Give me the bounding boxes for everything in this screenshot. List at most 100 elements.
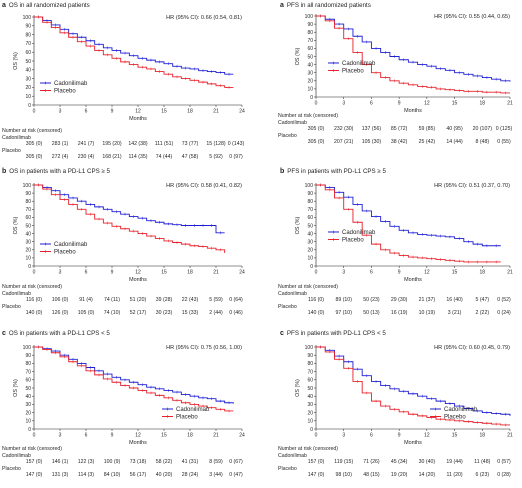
panel-title: b PFS in patients with PD-L1 CPS ≥ 5 xyxy=(280,168,386,175)
risk-row-label: Placebo xyxy=(2,148,21,154)
panel-os-cps-ge5: b OS in patients with a PD-L1 CPS ≥ 5 0 10… xyxy=(0,166,260,326)
km-curve-cadonilimab xyxy=(34,346,234,404)
risk-cell: 0 (52) xyxy=(497,297,511,303)
y-tick-label: 70 xyxy=(307,369,313,375)
risk-cell: 40 (20) xyxy=(155,472,173,478)
risk-cell: 30 (40) xyxy=(418,459,436,465)
x-tick-label: 15 xyxy=(161,270,167,276)
risk-table-header: Number at risk (censored) xyxy=(278,446,338,452)
risk-cell: 0 (64) xyxy=(229,297,243,303)
y-tick-label: 100 xyxy=(305,183,314,189)
y-tick-label: 20 xyxy=(307,248,313,254)
risk-cell: 21 (37) xyxy=(418,297,436,303)
y-tick-label: 0 xyxy=(28,264,31,270)
y-tick-label: 20 xyxy=(25,410,31,416)
y-tick-label: 10 xyxy=(25,419,31,425)
panel-letter: b xyxy=(2,168,7,175)
x-tick-label: 21 xyxy=(507,101,513,107)
risk-cell: 0 (55) xyxy=(497,139,511,145)
legend-label: Placebo xyxy=(176,415,198,421)
risk-cell: 0 (28) xyxy=(497,472,511,478)
x-tick-label: 6 xyxy=(85,433,88,439)
x-axis-label: Months xyxy=(129,116,147,122)
x-tick-label: 12 xyxy=(424,270,430,276)
panel-title-text: OS in patients with a PD-L1 CPS < 5 xyxy=(8,330,110,337)
x-tick-label: 18 xyxy=(480,101,486,107)
panel-title-text: PFS in patients with PD-L1 CPS < 5 xyxy=(286,330,386,337)
risk-cell: 58 (22) xyxy=(155,459,173,465)
risk-cell: 131 (3) xyxy=(51,472,69,478)
x-tick-label: 18 xyxy=(187,270,193,276)
risk-cell: 0 (47) xyxy=(229,472,243,478)
y-tick-label: 40 xyxy=(25,231,31,237)
hazard-ratio: HR (95% CI): 0.60 (0.45, 0.79) xyxy=(434,345,510,351)
risk-cell: 98 (10) xyxy=(335,472,352,478)
risk-table-header: Number at risk (censored) xyxy=(278,284,338,290)
panel-letter: a xyxy=(2,2,6,9)
y-tick-label: 0 xyxy=(28,427,31,433)
risk-cell: 207 (21) xyxy=(334,139,354,145)
km-plot-pfs-cps-lt5: 0 10 20 30 40 50 60 70 80 90 100 0 3 6 9 12 15 18 21 Months… xyxy=(295,345,513,446)
risk-cell: 73 (77) xyxy=(181,141,199,147)
y-tick-label: 60 xyxy=(25,215,31,221)
risk-cell: 3 (44) xyxy=(209,472,223,478)
x-tick-label: 0 xyxy=(33,109,36,115)
risk-table-header: Number at risk (censored) xyxy=(2,128,62,134)
risk-cell: 0 (46) xyxy=(229,310,243,316)
x-axis-label: Months xyxy=(404,277,422,283)
legend-label: Cadonilimab xyxy=(444,407,478,413)
y-tick-label: 80 xyxy=(307,361,313,367)
risk-cell: 10 (19) xyxy=(418,310,436,316)
risk-cell: 0 (143) xyxy=(227,141,245,147)
y-tick-label: 20 xyxy=(307,79,313,85)
y-axis-label: OS (%) xyxy=(295,47,301,65)
risk-cell: 147 (0) xyxy=(307,472,325,478)
risk-cell: 111 (51) xyxy=(154,141,174,147)
risk-cell: 91 (4) xyxy=(79,297,93,303)
y-tick-label: 70 xyxy=(307,207,313,213)
risk-cell: 0 (125) xyxy=(495,126,513,132)
x-tick-label: 15 xyxy=(452,433,458,439)
risk-row-label: Cadonilimab xyxy=(2,453,31,459)
risk-cell: 105 (30) xyxy=(361,139,382,145)
x-tick-label: 12 xyxy=(135,270,141,276)
risk-row-label: Placebo xyxy=(278,466,297,472)
x-tick-label: 9 xyxy=(111,270,114,276)
risk-cell: 8 (59) xyxy=(209,459,223,465)
x-tick-label: 3 xyxy=(59,109,62,115)
x-tick-label: 21 xyxy=(507,433,513,439)
y-tick-label: 0 xyxy=(28,103,31,109)
x-tick-label: 18 xyxy=(480,433,486,439)
y-tick-label: 10 xyxy=(307,87,313,93)
legend-label: Placebo xyxy=(342,68,364,74)
y-tick-label: 60 xyxy=(25,378,31,384)
y-tick-label: 50 xyxy=(307,54,313,60)
risk-cell: 0 (57) xyxy=(497,459,511,465)
risk-cell: 56 (17) xyxy=(129,472,147,478)
risk-cell: 74 (11) xyxy=(103,297,121,303)
legend-label: Cadonilimab xyxy=(54,242,88,248)
risk-row-label: Cadonilimab xyxy=(278,291,307,297)
risk-cell: 0 (24) xyxy=(497,310,511,316)
y-tick-label: 80 xyxy=(307,199,313,205)
risk-cell: 157 (0) xyxy=(25,459,43,465)
risk-cell: 48 (15) xyxy=(363,472,380,478)
risk-cell: 140 (0) xyxy=(25,310,43,316)
risk-cell: 11 (48) xyxy=(474,459,491,465)
y-tick-label: 20 xyxy=(25,248,31,254)
risk-cell: 114 (3) xyxy=(77,472,95,478)
risk-cell: 137 (56) xyxy=(361,126,382,132)
x-tick-label: 24 xyxy=(239,270,245,276)
y-tick-label: 100 xyxy=(23,183,32,189)
x-tick-label: 21 xyxy=(507,270,513,276)
y-tick-label: 50 xyxy=(307,223,313,229)
panel-title: a OS in all randomized patients xyxy=(2,2,90,9)
x-axis-label: Months xyxy=(404,108,422,114)
x-tick-label: 0 xyxy=(315,433,318,439)
risk-cell: 29 (30) xyxy=(390,297,408,303)
y-tick-label: 60 xyxy=(307,378,313,384)
hazard-ratio: HR (95% CI): 0.66 (0.54, 0.81) xyxy=(166,15,242,21)
risk-cell: 22 (43) xyxy=(181,297,199,303)
panel-title-text: OS in all randomized patients xyxy=(8,2,90,9)
legend-label: Placebo xyxy=(54,89,76,95)
